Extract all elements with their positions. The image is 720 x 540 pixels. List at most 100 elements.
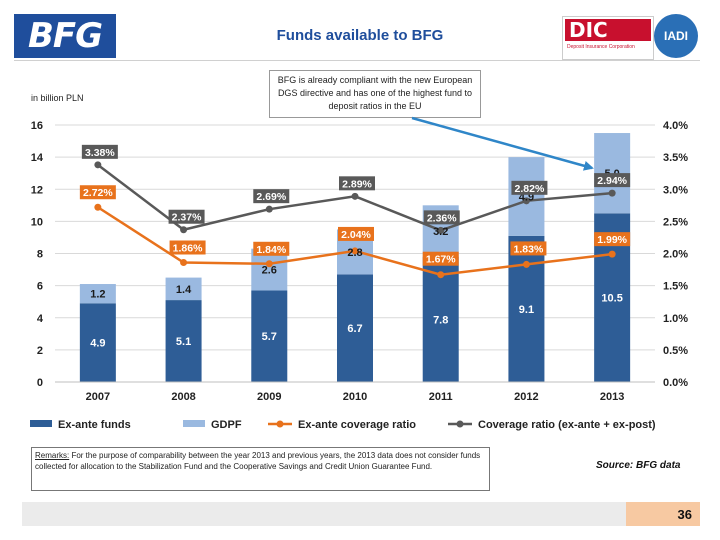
bar-gdpf [508, 157, 545, 236]
coverage-ratio-point [351, 192, 359, 200]
x-tick-label: 2011 [429, 391, 453, 403]
remarks-box: Remarks: For the purpose of comparabilit… [31, 447, 490, 491]
y2-tick-label: 0.0% [663, 377, 688, 389]
bar-ex-ante-funds [79, 303, 116, 382]
ex-ante-ratio-label: 1.84% [256, 244, 286, 256]
chart-legend: Ex-ante funds GDPF Ex-ante coverage ratio C… [30, 419, 656, 431]
bar-value-label: 7.8 [433, 314, 448, 326]
bar-gdpf [165, 277, 202, 301]
coverage-ratio-label-box [168, 209, 205, 224]
bar-ex-ante-funds [337, 274, 373, 382]
ex-ante-ratio-label-box [253, 241, 290, 256]
ex-ante-ratio-label-box [510, 241, 547, 256]
x-tick-label: 2009 [257, 391, 281, 403]
ex-ante-ratio-point [180, 258, 188, 266]
legend-label: Ex-ante coverage ratio [298, 419, 416, 431]
x-tick-label: 2013 [600, 391, 624, 403]
bar-value-label: 1.2 [90, 289, 105, 301]
ex-ante-ratio-point [608, 250, 616, 258]
bar-value-label: 9.1 [519, 304, 534, 316]
dic-logo-mark: DIC [565, 19, 651, 41]
ex-ante-ratio-point [94, 203, 102, 211]
ex-ante-ratio-label-box [338, 226, 374, 241]
ex-ante-ratio-label: 2.72% [83, 187, 113, 199]
ex-ante-ratio-label: 1.86% [173, 242, 203, 254]
coverage-ratio-point [437, 226, 445, 234]
x-tick-label: 2007 [86, 391, 110, 403]
ex-ante-ratio-point [522, 260, 530, 268]
bar-value-label: 5.1 [176, 336, 191, 348]
y-tick-label: 2 [37, 345, 43, 357]
coverage-ratio-label: 2.94% [597, 175, 627, 187]
legend-marker [456, 420, 464, 428]
bar-value-label: 10.5 [601, 293, 622, 305]
coverage-ratio-label: 3.38% [85, 147, 115, 159]
coverage-ratio-label-box [594, 173, 631, 188]
bar-value-label: 6.7 [347, 323, 362, 335]
ex-ante-ratio-point [351, 247, 359, 255]
y-tick-label: 10 [31, 216, 43, 228]
bfg-logo: BFG [14, 14, 116, 58]
ex-ante-ratio-label-box [169, 240, 206, 255]
ex-ante-ratio-label: 1.99% [597, 234, 627, 246]
coverage-ratio-label-box [423, 210, 460, 225]
coverage-ratio-label: 2.36% [427, 212, 457, 224]
ex-ante-ratio-label-box [422, 251, 459, 266]
y2-tick-label: 1.0% [663, 313, 688, 325]
coverage-ratio-label: 2.89% [342, 178, 372, 190]
coverage-ratio-label: 2.37% [172, 212, 202, 224]
x-tick-label: 2012 [514, 391, 538, 403]
coverage-ratio-label-box [253, 189, 290, 204]
y-tick-label: 14 [31, 152, 44, 164]
remarks-text: For the purpose of comparability between… [35, 451, 481, 471]
page-number: 36 [626, 502, 700, 526]
bar-value-label: 2.8 [347, 247, 362, 259]
dic-logo: DIC Deposit Insurance Corporation [562, 16, 654, 60]
chart-unit-label: in billion PLN [31, 93, 84, 103]
legend-label: Ex-ante funds [58, 419, 131, 431]
coverage-ratio-label: 2.82% [515, 183, 545, 195]
iadi-logo: IADI [654, 14, 698, 58]
y2-tick-label: 3.0% [663, 184, 688, 196]
bar-ex-ante-funds [508, 235, 545, 382]
y2-tick-label: 0.5% [663, 345, 688, 357]
ex-ante-ratio-point [437, 271, 445, 279]
y2-tick-label: 2.0% [663, 249, 688, 261]
ex-ante-ratio-point [265, 260, 273, 268]
source-note: Source: BFG data [596, 460, 681, 471]
x-tick-label: 2010 [343, 391, 367, 403]
y-tick-label: 8 [37, 249, 43, 261]
bar-layer [79, 133, 631, 382]
legend-label: Coverage ratio (ex-ante + ex-post) [478, 419, 656, 431]
ex-ante-ratio-label-box [79, 185, 116, 200]
remarks-label: Remarks: [35, 451, 70, 460]
coverage-ratio-point [608, 189, 616, 197]
bar-value-label: 5.7 [262, 331, 277, 343]
legend-marker [276, 420, 284, 428]
y-tick-label: 16 [31, 120, 43, 132]
y2-tick-label: 4.0% [663, 120, 688, 132]
coverage-ratio-label-box [511, 180, 548, 195]
coverage-ratio-point [94, 161, 102, 169]
ex-ante-ratio-label: 2.04% [341, 229, 371, 241]
line-layer [94, 161, 616, 279]
bar-value-label: 2.6 [262, 265, 277, 277]
y-tick-label: 4 [37, 313, 44, 325]
y2-tick-label: 1.5% [663, 281, 688, 293]
y-tick-label: 0 [37, 377, 43, 389]
bar-value-label: 4.9 [90, 338, 105, 350]
callout-arrow [411, 116, 594, 171]
coverage-ratio-label: 2.69% [256, 191, 286, 203]
axis-layer: 0 2 4 6 8 10 12 14 16 0.0% 0.5% 1.0% 1.5% 2.0% 2.5% 3.0… [31, 120, 689, 403]
bar-value-label: 1.4 [176, 284, 192, 296]
bar-gdpf [79, 284, 116, 304]
footer-bar [22, 502, 626, 526]
y2-tick-label: 3.5% [663, 152, 688, 164]
legend-swatch [30, 420, 52, 427]
ex-ante-ratio-label-box [594, 232, 631, 247]
bar-ex-ante-funds [251, 290, 288, 382]
legend-label: GDPF [211, 419, 242, 431]
label-layer: 4.91.25.11.45.72.66.72.87.83.29.14.910.5… [79, 144, 631, 350]
y-tick-label: 6 [37, 281, 43, 293]
